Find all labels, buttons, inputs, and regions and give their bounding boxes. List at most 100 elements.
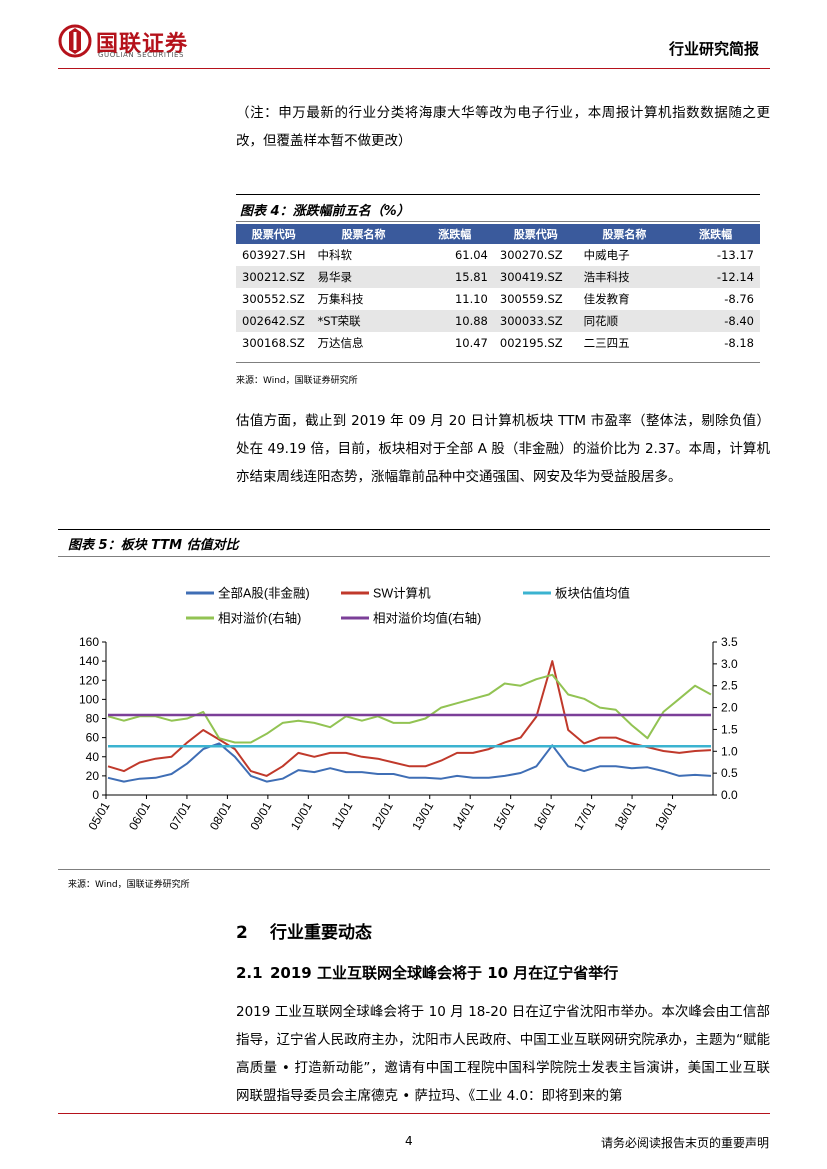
change-pct: -8.40 — [671, 310, 760, 332]
stock-name: 易华录 — [311, 266, 416, 288]
series-line — [107, 660, 712, 777]
logo-chinese-name: 国联证券 — [96, 32, 189, 57]
x-tick-label: 12/01 — [369, 799, 396, 832]
stock-name: 中科软 — [311, 244, 416, 266]
stock-name: *ST荣联 — [311, 310, 416, 332]
x-tick-label: 16/01 — [531, 799, 558, 832]
change-pct: 11.10 — [415, 288, 494, 310]
chart5-title: 图表 5：板块 TTM 估值对比 — [68, 538, 239, 553]
chart5-top-rule — [58, 529, 770, 530]
stock-name: 中威电子 — [577, 244, 672, 266]
col-header-code-up: 股票代码 — [236, 224, 312, 244]
legend-label: 相对溢价均值(右轴) — [373, 611, 481, 626]
logo-english-name: GUOLIAN SECURITIES — [98, 51, 185, 59]
x-tick-label: 06/01 — [126, 799, 153, 832]
y-right-tick-label: 3.5 — [721, 635, 738, 649]
legend-label: 板块估值均值 — [555, 586, 630, 601]
stock-code: 300419.SZ — [493, 266, 578, 288]
col-header-name-up: 股票名称 — [311, 224, 416, 244]
x-tick-label: 14/01 — [450, 799, 477, 832]
y-left-tick-label: 120 — [79, 673, 99, 687]
x-tick-label: 17/01 — [571, 799, 598, 832]
stock-code: 300212.SZ — [236, 266, 312, 288]
table4-bottom-rule — [236, 362, 760, 363]
table-row: 603927.SH 中科软 61.04 300270.SZ 中威电子 -13.1… — [236, 244, 760, 266]
change-pct: 10.88 — [415, 310, 494, 332]
page-number: 4 — [405, 1134, 413, 1148]
x-tick-label: 11/01 — [329, 799, 356, 832]
change-pct: 61.04 — [415, 244, 494, 266]
y-left-tick-label: 160 — [79, 635, 99, 649]
series-line — [107, 673, 712, 744]
chart5-bottom-rule — [58, 869, 770, 870]
stock-code: 300270.SZ — [493, 244, 578, 266]
y-right-tick-label: 3.0 — [721, 657, 738, 671]
legend-label: 全部A股(非金融) — [218, 586, 310, 601]
report-type: 行业研究简报 — [668, 40, 759, 58]
subsection-number: 2.1 — [236, 964, 263, 982]
y-right-tick-label: 1.5 — [721, 722, 738, 736]
col-header-name-down: 股票名称 — [577, 224, 672, 244]
ttm-valuation-chart: 0 20 40 60 80 100 120 140 160 0.0 0.5 1.0 1.5 2.0 2.5 3… — [79, 586, 738, 833]
top-movers-table: 股票代码 股票名称 涨跌幅 股票代码 股票名称 涨跌幅 603927.SH 中科… — [236, 224, 760, 354]
table-header-row: 股票代码 股票名称 涨跌幅 股票代码 股票名称 涨跌幅 — [236, 224, 760, 244]
y-left-tick-label: 0 — [92, 788, 99, 802]
stock-code: 300552.SZ — [236, 288, 312, 310]
section-title: 行业重要动态 — [270, 923, 372, 943]
subsection-heading: 2.1 2019 工业互联网全球峰会将于 10 月在辽宁省举行 — [236, 962, 618, 983]
y-left-tick-label: 140 — [79, 654, 99, 668]
x-tick-label: 19/01 — [652, 799, 679, 832]
y-right-tick-label: 1.0 — [721, 744, 738, 758]
x-tick-label: 10/01 — [288, 799, 315, 832]
y-right-tick-label: 2.0 — [721, 701, 738, 715]
x-tick-label: 07/01 — [166, 799, 193, 832]
chart5-title-rule — [58, 556, 770, 557]
x-tick-label: 08/01 — [207, 799, 234, 832]
subsection-title: 2019 工业互联网全球峰会将于 10 月在辽宁省举行 — [270, 964, 619, 982]
legend-label: 相对溢价(右轴) — [218, 611, 301, 626]
valuation-paragraph: 估值方面，截止到 2019 年 09 月 20 日计算机板块 TTM 市盈率（整… — [236, 413, 770, 485]
y-left-tick-label: 20 — [86, 769, 100, 783]
stock-name: 浩丰科技 — [577, 266, 672, 288]
stock-name: 佳发教育 — [577, 288, 672, 310]
change-pct: 10.47 — [415, 332, 494, 354]
guolian-logo-icon — [58, 24, 92, 58]
stock-name: 同花顺 — [577, 310, 672, 332]
y-right-tick-label: 2.5 — [721, 679, 738, 693]
x-tick-label: 05/01 — [85, 799, 112, 832]
change-pct: -12.14 — [671, 266, 760, 288]
stock-name: 万集科技 — [311, 288, 416, 310]
index-change-note: （注：申万最新的行业分类将海康大华等改为电子行业，本周报计算机指数数据随之更改，… — [236, 105, 770, 149]
footer-divider — [58, 1113, 770, 1114]
y-right-tick-label: 0.5 — [721, 766, 738, 780]
table4-source: 来源：Wind，国联证券研究所 — [236, 376, 358, 386]
change-pct: 15.81 — [415, 266, 494, 288]
y-left-tick-label: 80 — [86, 712, 100, 726]
col-header-change-up: 涨跌幅 — [415, 224, 494, 244]
header-divider — [58, 68, 770, 69]
col-header-code-down: 股票代码 — [493, 224, 578, 244]
y-left-tick-label: 60 — [86, 731, 100, 745]
y-right-tick-label: 0.0 — [721, 788, 738, 802]
x-tick-label: 15/01 — [490, 799, 517, 832]
x-tick-label: 13/01 — [409, 799, 436, 832]
stock-code: 300033.SZ — [493, 310, 578, 332]
y-left-tick-label: 100 — [79, 692, 99, 706]
stock-code: 002642.SZ — [236, 310, 312, 332]
change-pct: -13.17 — [671, 244, 760, 266]
section-number: 2 — [236, 923, 248, 943]
stock-code: 300559.SZ — [493, 288, 578, 310]
series-line — [107, 742, 712, 783]
footer-disclaimer: 请务必阅读报告末页的重要声明 — [600, 1136, 769, 1150]
change-pct: -8.76 — [671, 288, 760, 310]
table-row: 300212.SZ 易华录 15.81 300419.SZ 浩丰科技 -12.1… — [236, 266, 760, 288]
table4-title-rule — [236, 221, 760, 222]
col-header-change-down: 涨跌幅 — [671, 224, 760, 244]
stock-code: 002195.SZ — [493, 332, 578, 354]
stock-name: 二三四五 — [577, 332, 672, 354]
table-row: 300168.SZ 万达信息 10.47 002195.SZ 二三四五 -8.1… — [236, 332, 760, 354]
x-tick-label: 18/01 — [612, 799, 639, 832]
x-tick-label: 09/01 — [247, 799, 274, 832]
table-row: 300552.SZ 万集科技 11.10 300559.SZ 佳发教育 -8.7… — [236, 288, 760, 310]
table-row: 002642.SZ *ST荣联 10.88 300033.SZ 同花顺 -8.4… — [236, 310, 760, 332]
